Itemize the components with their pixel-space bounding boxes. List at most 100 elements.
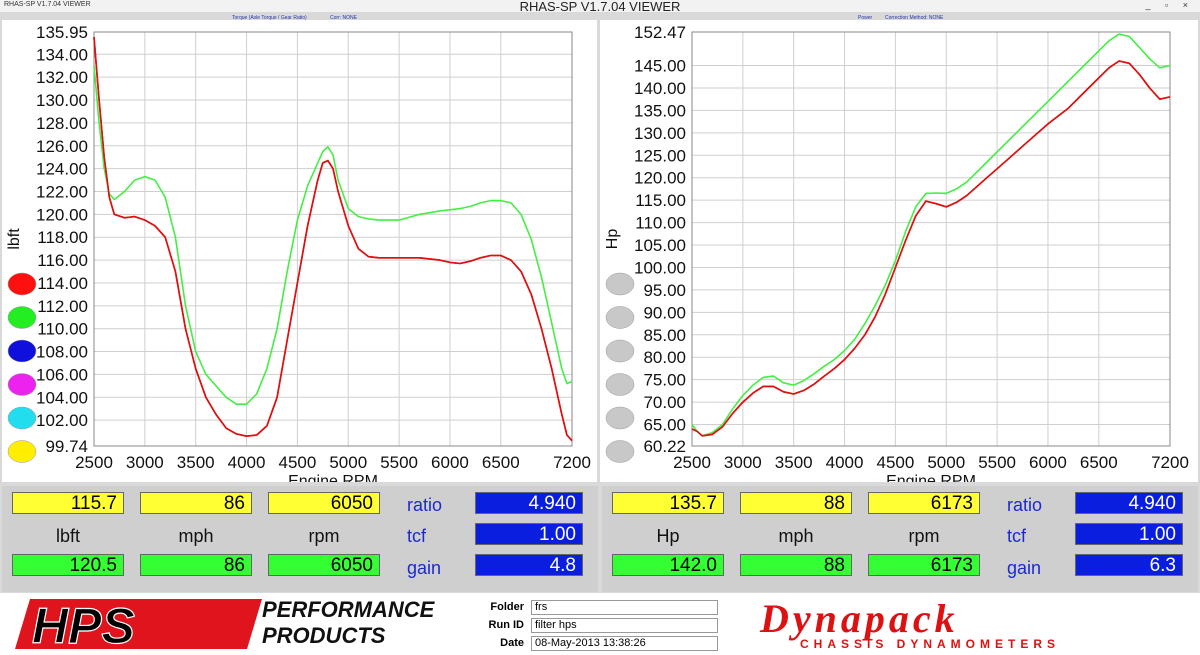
y-tick-label: 122.00 <box>36 182 88 201</box>
window-controls[interactable]: _ ▫ × <box>1145 0 1194 10</box>
ratio-value: 4.940 <box>475 492 583 514</box>
y-tick-label: 114.00 <box>37 274 88 293</box>
y-tick-label: 120.00 <box>36 205 88 224</box>
gain-label: gain <box>1007 558 1042 578</box>
hps-logo-text: HPS <box>32 598 135 654</box>
x-tick-label: 7200 <box>553 453 591 472</box>
y-tick-label: 102.00 <box>36 411 88 430</box>
x-tick-label: 7200 <box>1151 453 1189 472</box>
swatch-magenta[interactable] <box>7 373 37 396</box>
x-tick-label: 6500 <box>1080 453 1118 472</box>
x-tick-label: 3000 <box>724 453 762 472</box>
x-tick-label: 4000 <box>826 453 864 472</box>
y-tick-label: 80.00 <box>643 348 686 367</box>
ratio-value: 4.940 <box>1075 492 1183 514</box>
swatch-gray[interactable] <box>605 306 635 329</box>
torque-compare-box: 120.5 <box>12 554 124 576</box>
x-tick-label: 2500 <box>673 453 711 472</box>
series-line-2 <box>691 33 1171 437</box>
swatch-blue[interactable] <box>7 339 37 363</box>
x-tick-label: 5000 <box>329 453 367 472</box>
y-tick-label: 125.00 <box>634 146 686 165</box>
y-tick-label: 112.00 <box>37 297 88 316</box>
title-bar: RHAS-SP V1.7.04 VIEWER RHAS-SP V1.7.04 V… <box>0 0 1200 14</box>
y-tick-label: 65.00 <box>643 416 686 435</box>
x-tick-label: 4500 <box>876 453 914 472</box>
y-tick-label: 135.00 <box>634 101 686 120</box>
swatch-cyan[interactable] <box>7 406 37 430</box>
y-tick-label: 124.00 <box>36 160 88 179</box>
y-tick-label: 99.74 <box>45 437 88 456</box>
power-subtitle-a: Power <box>858 15 873 21</box>
torque-value-box: 115.7 <box>12 492 124 514</box>
tcf-value: 1.00 <box>475 523 583 545</box>
y-tick-label: 152.47 <box>634 23 686 42</box>
y-tick-label: 110.00 <box>635 214 686 233</box>
hps-logo: HPS <box>15 597 262 655</box>
y-tick-label: 104.00 <box>36 388 88 407</box>
folder-value: frs <box>531 600 718 615</box>
y-tick-label: 128.00 <box>36 114 88 133</box>
y-tick-label: 116.00 <box>37 251 88 270</box>
x-tick-label: 3500 <box>177 453 215 472</box>
swatch-gray[interactable] <box>605 440 635 463</box>
y-tick-label: 105.00 <box>634 236 686 255</box>
torque-chart: 2500 3000 3500 4000 4500 5000 5500 6000 6500 7200… <box>6 23 591 482</box>
rpm-compare-box: 6050 <box>268 554 380 576</box>
y-tick-label: 118.00 <box>37 228 88 247</box>
swatch-yellow[interactable] <box>7 440 37 463</box>
x-tick-label: 3000 <box>126 453 164 472</box>
y-tick-label: 106.00 <box>36 365 88 384</box>
runid-label: Run ID <box>488 619 524 631</box>
y-tick-label: 70.00 <box>643 393 686 412</box>
x-axis-label: Engine RPM <box>886 473 976 482</box>
y-tick-label: 135.95 <box>36 23 88 42</box>
swatch-gray[interactable] <box>605 406 635 430</box>
gain-value: 6.3 <box>1075 554 1183 576</box>
rpm-value-box: 6050 <box>268 492 380 514</box>
torque-readout: 115.7 86 6050 lbft mph rpm 120.5 86 6050… <box>2 486 598 592</box>
y-tick-label: 145.00 <box>634 57 686 76</box>
swatch-gray[interactable] <box>605 373 635 396</box>
plot-frame <box>93 31 573 447</box>
power-readout: 135.7 88 6173 Hp mph rpm 142.0 88 6173 r… <box>602 486 1198 592</box>
y-tick-label: 134.00 <box>36 45 88 64</box>
rpm-compare-box: 6173 <box>868 554 980 576</box>
x-tick-label: 6000 <box>431 453 469 472</box>
x-tick-label: 5000 <box>927 453 965 472</box>
y-tick-label: 140.00 <box>634 79 686 98</box>
plot-frame <box>691 31 1171 447</box>
y-tick-label: 115.00 <box>635 191 686 210</box>
series-line-2 <box>93 65 573 406</box>
y-tick-label: 120.00 <box>634 169 686 188</box>
unit-label-rpm: rpm <box>908 526 940 546</box>
folder-label: Folder <box>490 601 524 613</box>
date-label: Date <box>500 637 524 649</box>
swatch-green[interactable] <box>7 306 37 329</box>
unit-label-hp: Hp <box>656 526 680 546</box>
mph-compare-box: 86 <box>140 554 252 576</box>
torque-subtitle-b: Corr: NONE <box>330 15 357 21</box>
unit-label-rpm: rpm <box>308 526 340 546</box>
swatch-gray[interactable] <box>605 272 635 296</box>
x-tick-label: 6000 <box>1029 453 1067 472</box>
y-axis-label: Hp <box>604 229 621 250</box>
swatch-red[interactable] <box>7 272 37 296</box>
app-title: RHAS-SP V1.7.04 VIEWER <box>4 1 91 8</box>
hps-tagline-2: PRODUCTS <box>262 623 386 648</box>
y-tick-label: 85.00 <box>643 326 686 345</box>
window-title: RHAS-SP V1.7.04 VIEWER <box>519 0 681 14</box>
x-tick-label: 4000 <box>228 453 266 472</box>
ratio-label: ratio <box>1007 495 1043 515</box>
swatch-gray[interactable] <box>605 339 635 363</box>
rpm-value-box: 6173 <box>868 492 980 514</box>
y-tick-label: 126.00 <box>36 137 88 156</box>
x-tick-label: 4500 <box>278 453 316 472</box>
y-tick-label: 130.00 <box>36 91 88 110</box>
x-tick-label: 5500 <box>978 453 1016 472</box>
dynapack-logo: Dynapack <box>760 595 1170 641</box>
mph-value-box: 88 <box>740 492 852 514</box>
y-tick-label: 75.00 <box>643 371 686 390</box>
power-chart: 2500 3000 3500 4000 4500 5000 5500 6000 6500 7200… <box>604 23 1189 482</box>
y-tick-label: 132.00 <box>36 68 88 87</box>
